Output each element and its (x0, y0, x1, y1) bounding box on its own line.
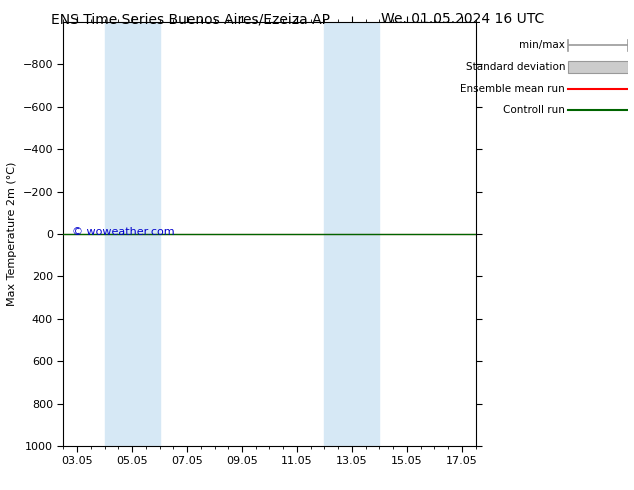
Text: min/max: min/max (519, 40, 565, 50)
Text: We. 01.05.2024 16 UTC: We. 01.05.2024 16 UTC (381, 12, 545, 26)
Text: Standard deviation: Standard deviation (465, 62, 565, 72)
Y-axis label: Max Temperature 2m (°C): Max Temperature 2m (°C) (7, 162, 17, 306)
Bar (568, 61, 628, 74)
Text: ENS Time Series Buenos Aires/Ezeiza AP: ENS Time Series Buenos Aires/Ezeiza AP (51, 12, 330, 26)
Text: Ensemble mean run: Ensemble mean run (460, 84, 565, 94)
Text: © woweather.com: © woweather.com (72, 227, 174, 237)
Text: Controll run: Controll run (503, 105, 565, 116)
Bar (325, 22, 379, 446)
Bar (105, 22, 160, 446)
